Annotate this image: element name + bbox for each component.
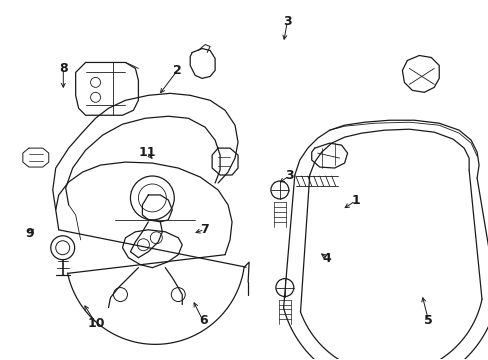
Text: 9: 9 [25, 226, 34, 239]
Text: 8: 8 [59, 62, 67, 75]
Text: 1: 1 [350, 194, 359, 207]
Text: 10: 10 [87, 317, 104, 330]
Text: 6: 6 [199, 314, 207, 328]
Text: 3: 3 [285, 169, 293, 182]
Text: 3: 3 [283, 15, 291, 28]
Text: 2: 2 [173, 64, 181, 77]
Text: 11: 11 [138, 145, 156, 158]
Text: 7: 7 [200, 223, 208, 236]
Text: 5: 5 [424, 314, 432, 328]
Text: 4: 4 [322, 252, 331, 265]
